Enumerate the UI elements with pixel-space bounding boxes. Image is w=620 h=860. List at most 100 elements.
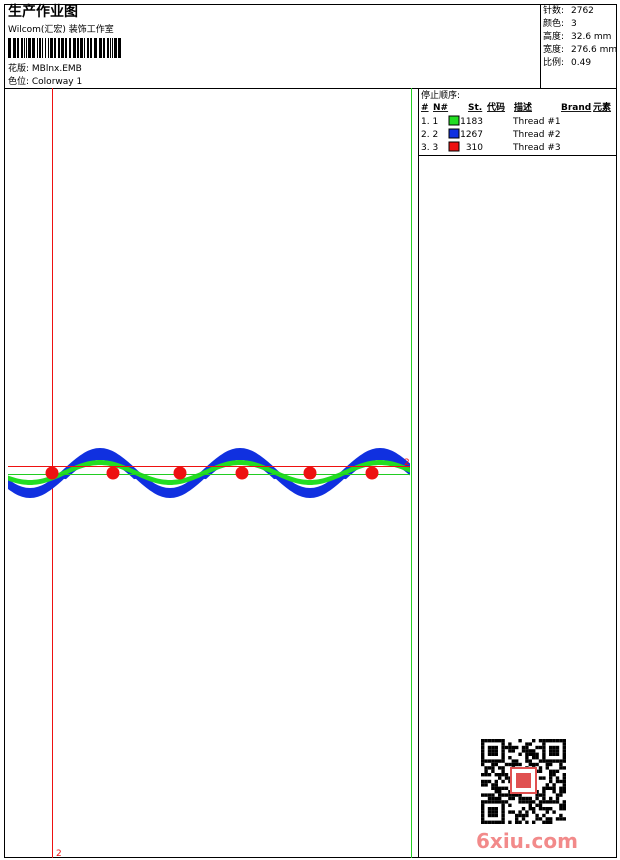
qr-cell [549, 745, 553, 750]
bar [13, 38, 16, 58]
qr-cell [542, 820, 546, 824]
qr-cell [535, 817, 539, 821]
qr-cell [555, 745, 560, 750]
qr-cell [504, 773, 509, 777]
qr-cell [491, 739, 495, 743]
qr-cell [555, 800, 560, 804]
qr-cell [481, 756, 485, 760]
qr-cell [501, 773, 505, 777]
bar [37, 38, 38, 58]
qr-cell [487, 800, 492, 804]
dot [106, 466, 120, 480]
barcode [8, 38, 121, 58]
qr-cell [545, 786, 549, 790]
qr-cell [481, 752, 485, 756]
qr-cell [555, 779, 560, 784]
qr-cell [501, 749, 505, 753]
bar [42, 38, 43, 58]
page-border [4, 4, 617, 858]
bar [21, 38, 23, 58]
title: 生产作业图 [8, 3, 78, 20]
qr-cell [542, 796, 546, 801]
qr-cell [552, 745, 556, 750]
qr-cell [552, 749, 556, 753]
stat-value: 3 [571, 19, 577, 29]
qr-cell [491, 762, 495, 767]
qr-cell [538, 776, 543, 780]
qr-cell [511, 793, 515, 797]
qr-cell [542, 790, 546, 794]
bar [32, 38, 35, 58]
qr-cell [525, 759, 529, 763]
qr-cell [545, 766, 549, 770]
qr-cell [511, 749, 515, 753]
watermark: 6xiu.com [476, 829, 578, 853]
qr-cell [501, 766, 505, 770]
qr-cell [562, 745, 566, 750]
qr-cell [528, 742, 532, 746]
qr-cell [538, 739, 543, 743]
qr-cell [487, 752, 492, 756]
qr-cell [542, 742, 546, 746]
qr-cell [501, 745, 505, 750]
dot [365, 466, 379, 480]
qr-cell [542, 786, 546, 790]
qr-cell [494, 779, 498, 784]
qr-cell [481, 762, 485, 767]
qr-cell [562, 759, 566, 763]
qr-cell [542, 793, 546, 797]
qr-cell [494, 813, 498, 818]
bar [39, 38, 41, 58]
qr-cell [481, 820, 485, 824]
qr-cell [481, 742, 485, 746]
qr-cell [549, 749, 553, 753]
qr-cell [545, 817, 549, 821]
qr-cell [487, 820, 492, 824]
qr-cell [481, 739, 485, 743]
qr-cell [508, 742, 512, 746]
qr-cell [498, 790, 502, 794]
qr-cell [562, 742, 566, 746]
qr-cell [501, 807, 505, 811]
stitch-count: 310 [466, 143, 483, 153]
qr-cell [504, 800, 509, 804]
qr-cell [481, 749, 485, 753]
bar [54, 38, 56, 58]
qr-cell [559, 813, 563, 818]
dot [303, 466, 317, 480]
qr-cell [481, 813, 485, 818]
stat-label: 比例: [543, 56, 564, 68]
qr-cell [542, 759, 546, 763]
qr-cell [532, 752, 536, 756]
qr-cell [521, 800, 526, 804]
qr-cell [535, 796, 539, 801]
qr-cell [498, 793, 502, 797]
qr-cell [525, 810, 529, 814]
qr-cell [498, 766, 502, 770]
qr-cell [532, 739, 536, 743]
qr-cell [542, 800, 546, 804]
qr-cell [559, 786, 563, 790]
qr-cell [562, 803, 566, 807]
stat-value: 32.6 mm [571, 32, 611, 42]
qr-cell [549, 779, 553, 784]
qr-cell [525, 752, 529, 756]
qr-cell [525, 796, 529, 801]
qr-cell [498, 739, 502, 743]
qr-cell [538, 803, 543, 807]
stitch-red [45, 466, 379, 480]
qr-cell [538, 800, 543, 804]
qr-cell [549, 759, 553, 763]
stats: 针数: 2762 颜色: 3 高度: 32.6 mm 宽度: 276.6 mm 比例: 0.49 [543, 4, 617, 68]
thread-desc: Thread #3 [512, 143, 561, 153]
qr-cell [559, 779, 563, 784]
qr-cell [549, 769, 553, 773]
qr-cell [487, 739, 492, 743]
bar [110, 38, 111, 58]
qr-cell [491, 766, 495, 770]
qr-cell [518, 820, 522, 824]
bar [28, 38, 31, 58]
qr-cell [532, 810, 536, 814]
qr-cell [525, 820, 529, 824]
qr-cell [528, 752, 532, 756]
